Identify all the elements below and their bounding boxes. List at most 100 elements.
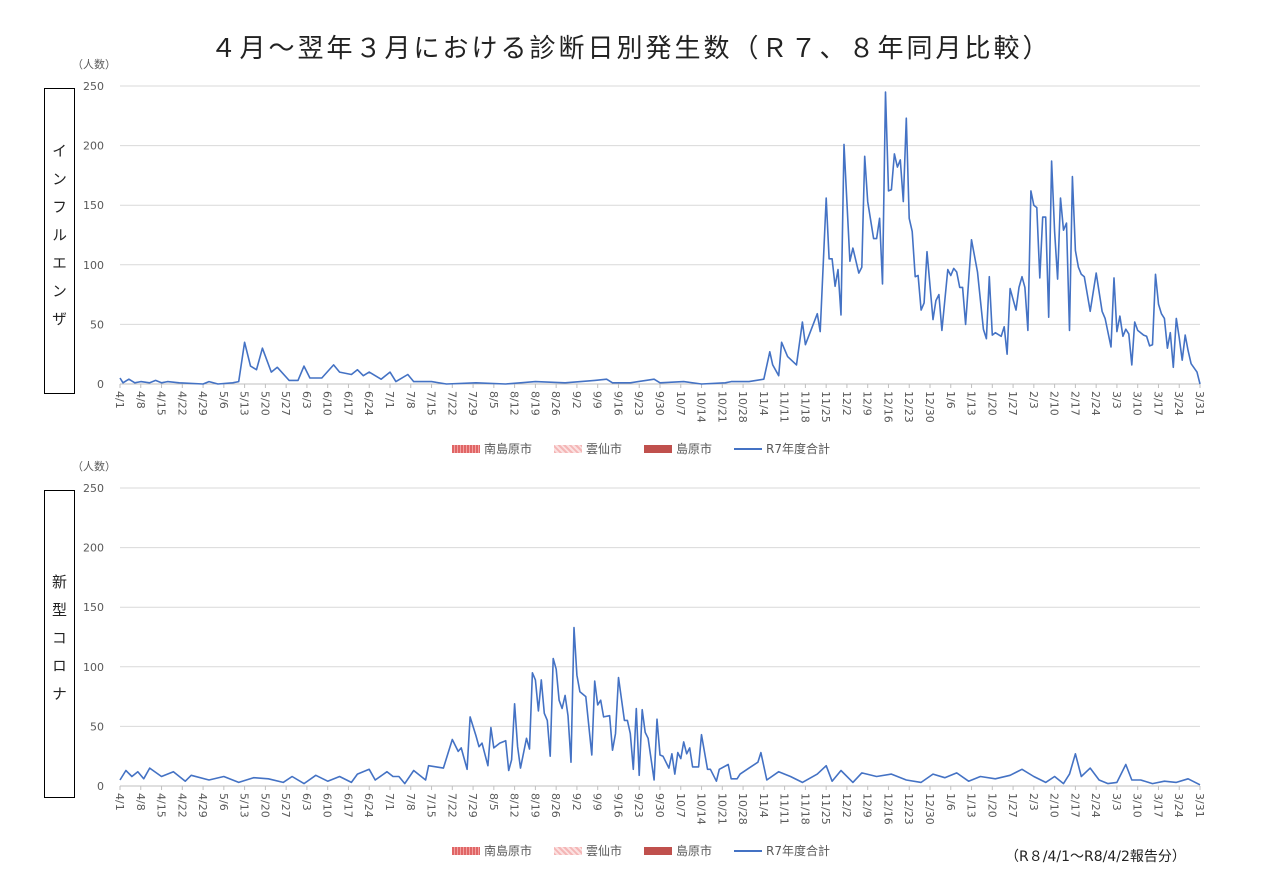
x-tick-label: 10/28 [736,391,749,423]
legend-label: 南島原市 [484,442,533,456]
x-tick-label: 12/2 [840,793,853,818]
x-tick-label: 1/6 [944,793,957,811]
x-tick-label: 2/10 [1048,391,1061,416]
x-tick-label: 4/1 [113,391,126,409]
x-tick-label: 12/16 [881,391,894,423]
x-tick-label: 3/10 [1131,391,1144,416]
x-tick-label: 2/24 [1089,391,1102,416]
x-tick-label: 2/17 [1068,793,1081,818]
y-tick-label: 100 [83,661,104,674]
x-tick-label: 3/3 [1110,793,1123,811]
x-tick-label: 9/2 [570,391,583,409]
x-tick-label: 1/27 [1006,793,1019,818]
x-tick-label: 11/4 [757,391,770,416]
x-tick-label: 11/25 [819,391,832,423]
x-tick-label: 4/15 [155,793,168,818]
x-tick-label: 6/24 [362,793,375,818]
x-tick-label: 12/9 [861,793,874,818]
x-tick-label: 12/2 [840,391,853,416]
x-tick-label: 9/23 [632,793,645,818]
x-tick-label: 8/12 [508,391,521,416]
x-tick-label: 6/17 [341,793,354,818]
x-tick-label: 5/20 [258,793,271,818]
x-tick-label: 3/31 [1193,391,1206,416]
x-tick-label: 11/18 [798,793,811,825]
x-tick-label: 7/29 [466,391,479,416]
x-tick-label: 2/17 [1068,391,1081,416]
x-tick-label: 7/22 [445,391,458,416]
x-tick-label: 3/17 [1151,793,1164,818]
series-line-r7-total [119,626,1201,786]
y-tick-label: 150 [83,601,104,614]
x-tick-label: 7/15 [425,793,438,818]
x-tick-label: 7/1 [383,391,396,409]
x-tick-label: 7/29 [466,793,479,818]
legend-swatch [452,444,480,453]
x-tick-label: 1/13 [965,793,978,818]
x-tick-label: 4/29 [196,793,209,818]
x-tick-label: 6/10 [321,391,334,416]
x-tick-label: 2/3 [1027,391,1040,409]
y-tick-label: 150 [83,199,104,212]
x-tick-label: 9/23 [632,391,645,416]
x-tick-label: 3/31 [1193,793,1206,818]
x-tick-label: 12/16 [881,793,894,825]
x-tick-label: 6/10 [321,793,334,818]
x-tick-label: 3/10 [1131,793,1144,818]
x-tick-label: 4/8 [134,793,147,811]
x-tick-label: 2/24 [1089,793,1102,818]
legend-swatch [554,846,583,855]
legend-item-unzen: 雲仙市 [554,842,622,859]
legend-item-shimabara: 島原市 [644,842,712,859]
legend-label: 南島原市 [484,844,533,858]
legend-item-shimabara: 島原市 [644,440,712,457]
x-tick-label: 11/18 [798,391,811,423]
legend-label: 島原市 [676,844,713,858]
x-tick-label: 10/7 [674,793,687,818]
x-tick-label: 4/22 [175,793,188,818]
legend-item-minamishimabara: 南島原市 [452,440,532,457]
x-tick-label: 10/21 [715,391,728,423]
x-tick-label: 2/3 [1027,793,1040,811]
legend-item-unzen: 雲仙市 [554,440,622,457]
y-tick-label: 50 [90,720,104,733]
x-tick-label: 12/30 [923,391,936,423]
x-tick-label: 5/6 [217,391,230,409]
x-tick-label: 5/27 [279,391,292,416]
panel-label-covid: 新型コロナ [50,574,68,714]
panel-label-box-flu: インフルエンザ [44,88,75,394]
x-tick-label: 7/15 [425,391,438,416]
x-tick-label: 7/8 [404,391,417,409]
y-tick-label: 50 [90,318,104,331]
x-tick-label: 8/26 [549,391,562,416]
x-tick-label: 8/26 [549,793,562,818]
y-tick-label: 200 [83,140,104,153]
x-tick-label: 5/20 [258,391,271,416]
x-tick-label: 11/11 [778,391,791,423]
x-tick-label: 6/17 [341,391,354,416]
x-tick-label: 9/9 [591,391,604,409]
x-tick-label: 4/1 [113,793,126,811]
x-tick-label: 7/8 [404,793,417,811]
legend-item-r7-total: R7年度合計 [734,842,830,859]
x-tick-label: 10/28 [736,793,749,825]
x-tick-label: 6/3 [300,391,313,409]
legend-label: 雲仙市 [586,442,623,456]
x-tick-label: 6/24 [362,391,375,416]
x-tick-label: 5/13 [238,793,251,818]
legend-swatch [644,444,673,453]
x-tick-label: 2/10 [1048,793,1061,818]
report-period-note: （R８/4/1～R8/4/2報告分） [1005,849,1186,865]
x-tick-label: 1/6 [944,391,957,409]
x-tick-label: 1/20 [985,391,998,416]
y-tick-label: 0 [97,780,104,793]
legend-line-swatch [734,849,763,852]
x-tick-label: 3/24 [1172,793,1185,818]
x-tick-label: 10/21 [715,793,728,825]
x-tick-label: 8/19 [528,391,541,416]
x-tick-label: 10/14 [695,793,708,825]
x-tick-label: 1/20 [985,793,998,818]
legend-label: 島原市 [676,442,713,456]
x-tick-label: 9/16 [611,391,624,416]
